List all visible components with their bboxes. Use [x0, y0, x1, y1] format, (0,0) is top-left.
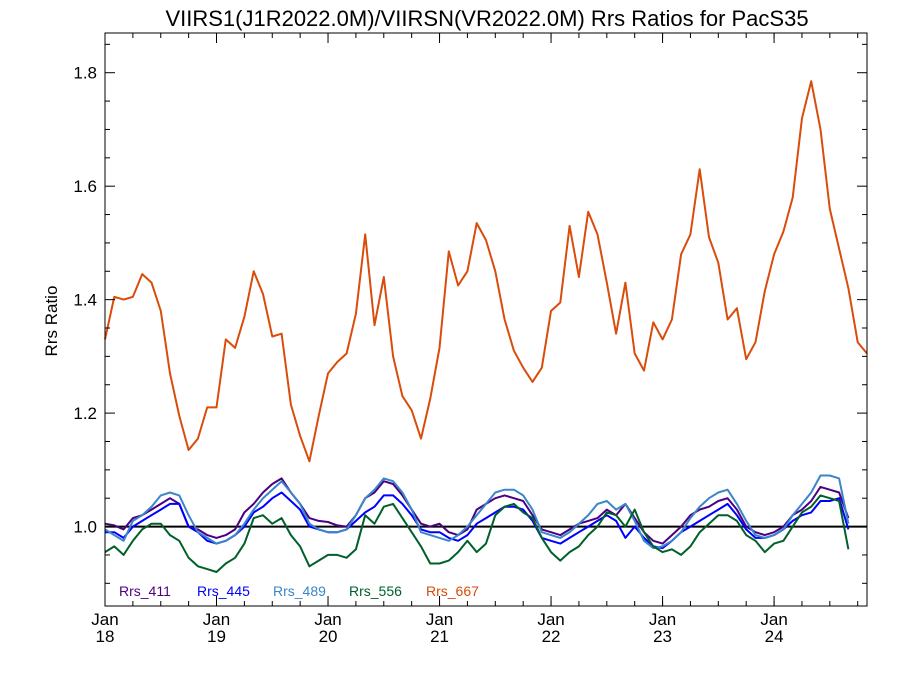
- y-tick-label: 1.4: [73, 291, 97, 310]
- x-tick-label-year: 24: [765, 627, 784, 646]
- series-line-rrs-489: [104, 474, 850, 550]
- x-tick-label-month: Jan: [203, 610, 230, 629]
- y-axis-label: Rrs Ratio: [42, 286, 61, 357]
- x-tick-label-year: 23: [653, 627, 672, 646]
- y-tick-label: 1.6: [73, 177, 97, 196]
- x-tick-label-year: 20: [319, 627, 338, 646]
- series-line-rrs-667: [104, 80, 868, 463]
- x-tick-label-month: Jan: [426, 610, 453, 629]
- x-tick-label-year: 21: [430, 627, 449, 646]
- legend-label-rrs-445: Rrs_445: [197, 583, 250, 599]
- y-axis-ticks: 1.0 1.2 1.4 1.6 1.8: [73, 43, 867, 584]
- legend-label-rrs-411: Rrs_411: [119, 583, 171, 599]
- x-tick-label-month: Jan: [91, 610, 118, 629]
- series-line-rrs-411: [104, 477, 850, 545]
- chart-title: VIIRS1(J1R2022.0M)/VIIRSN(VR2022.0M) Rrs…: [165, 6, 808, 31]
- x-tick-label-year: 22: [542, 627, 561, 646]
- legend: Rrs_411 Rrs_445 Rrs_489 Rrs_556 Rrs_667: [119, 583, 479, 599]
- legend-label-rrs-667: Rrs_667: [426, 583, 479, 599]
- y-tick-label: 1.2: [73, 404, 97, 423]
- legend-label-rrs-489: Rrs_489: [273, 583, 326, 599]
- x-tick-label-month: Jan: [537, 610, 564, 629]
- x-tick-label-year: 18: [96, 627, 115, 646]
- x-tick-label-year: 19: [207, 627, 226, 646]
- plot-frame: [104, 32, 868, 607]
- y-tick-label: 1.8: [73, 64, 97, 83]
- series-line-rrs-556: [104, 494, 850, 573]
- legend-label-rrs-556: Rrs_556: [349, 583, 402, 599]
- y-tick-label: 1.0: [73, 518, 97, 537]
- chart-marks: [104, 80, 868, 573]
- x-tick-label-month: Jan: [649, 610, 676, 629]
- x-tick-label-month: Jan: [760, 610, 787, 629]
- x-tick-label-month: Jan: [314, 610, 341, 629]
